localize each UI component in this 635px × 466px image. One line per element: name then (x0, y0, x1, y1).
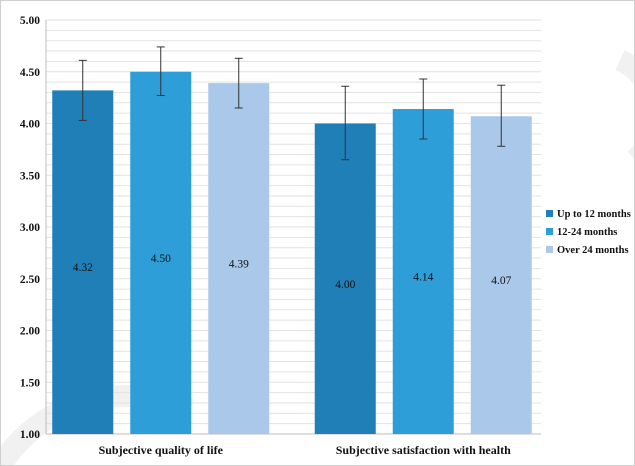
y-tick-label: 1.00 (20, 429, 40, 441)
bar (314, 123, 376, 434)
y-tick-label: 5.00 (20, 15, 40, 27)
gridlines (46, 19, 541, 435)
legend: Up to 12 months 12-24 months Over 24 month… (546, 209, 631, 256)
data-label: 4.07 (491, 275, 511, 287)
legend-label: Over 24 months (557, 245, 629, 256)
data-label: 4.39 (229, 259, 249, 271)
category-label: Subjective quality of life (99, 443, 224, 457)
bar (52, 90, 114, 434)
y-tick-label: 3.00 (20, 222, 40, 234)
y-tick-label: 4.00 (20, 119, 40, 131)
bar (470, 116, 532, 434)
y-tick-label: 1.50 (20, 377, 40, 389)
bar (208, 83, 270, 434)
category-label: Subjective satisfaction with health (336, 443, 511, 457)
legend-label: Up to 12 months (557, 209, 631, 220)
bar (392, 109, 454, 434)
y-tick-label: 3.50 (20, 170, 40, 182)
data-label: 4.32 (73, 262, 93, 274)
data-label: 4.14 (413, 272, 433, 284)
legend-swatch (546, 246, 553, 253)
legend-swatch (546, 228, 553, 235)
legend-label: 12-24 months (557, 227, 617, 238)
bar (130, 71, 192, 434)
data-label: 4.50 (151, 253, 171, 265)
legend-swatch (546, 210, 553, 217)
data-label: 4.00 (335, 279, 355, 291)
y-tick-label: 2.00 (20, 326, 40, 338)
y-tick-label: 2.50 (20, 274, 40, 286)
y-tick-label: 4.50 (20, 67, 40, 79)
